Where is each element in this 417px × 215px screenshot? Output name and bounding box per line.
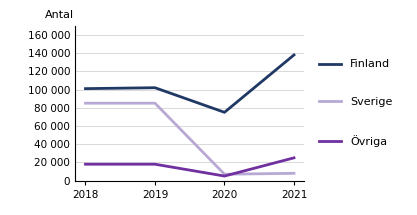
Övriga bbox=[153, 163, 158, 166]
Finland bbox=[291, 54, 296, 56]
Legend: Finland, Sverige, Övriga: Finland, Sverige, Övriga bbox=[314, 55, 397, 151]
Övriga bbox=[83, 163, 88, 166]
Line: Finland: Finland bbox=[85, 55, 294, 112]
Text: Antal: Antal bbox=[45, 10, 74, 20]
Övriga bbox=[222, 175, 227, 177]
Finland bbox=[83, 87, 88, 90]
Line: Sverige: Sverige bbox=[85, 103, 294, 174]
Sverige bbox=[222, 173, 227, 175]
Finland bbox=[153, 86, 158, 89]
Sverige bbox=[83, 102, 88, 104]
Övriga bbox=[291, 157, 296, 159]
Finland bbox=[222, 111, 227, 114]
Sverige bbox=[291, 172, 296, 175]
Line: Övriga: Övriga bbox=[85, 158, 294, 176]
Sverige bbox=[153, 102, 158, 104]
